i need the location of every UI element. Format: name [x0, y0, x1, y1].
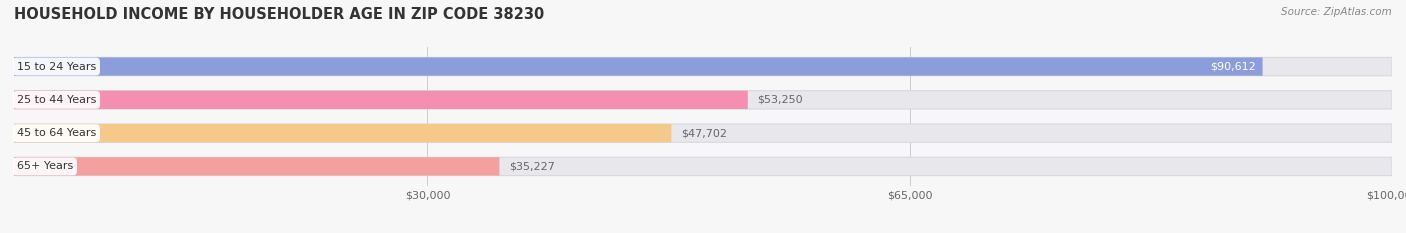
FancyBboxPatch shape [14, 91, 748, 109]
Text: 25 to 44 Years: 25 to 44 Years [17, 95, 96, 105]
Text: 45 to 64 Years: 45 to 64 Years [17, 128, 96, 138]
Text: $53,250: $53,250 [758, 95, 803, 105]
Text: 65+ Years: 65+ Years [17, 161, 73, 171]
FancyBboxPatch shape [14, 124, 1392, 142]
FancyBboxPatch shape [14, 157, 499, 176]
Text: $35,227: $35,227 [509, 161, 555, 171]
Text: $47,702: $47,702 [681, 128, 727, 138]
Text: HOUSEHOLD INCOME BY HOUSEHOLDER AGE IN ZIP CODE 38230: HOUSEHOLD INCOME BY HOUSEHOLDER AGE IN Z… [14, 7, 544, 22]
Text: 15 to 24 Years: 15 to 24 Years [17, 62, 96, 72]
FancyBboxPatch shape [14, 157, 1392, 176]
FancyBboxPatch shape [14, 91, 1392, 109]
FancyBboxPatch shape [14, 57, 1263, 76]
Text: Source: ZipAtlas.com: Source: ZipAtlas.com [1281, 7, 1392, 17]
FancyBboxPatch shape [14, 57, 1392, 76]
FancyBboxPatch shape [14, 124, 671, 142]
Text: $90,612: $90,612 [1211, 62, 1256, 72]
